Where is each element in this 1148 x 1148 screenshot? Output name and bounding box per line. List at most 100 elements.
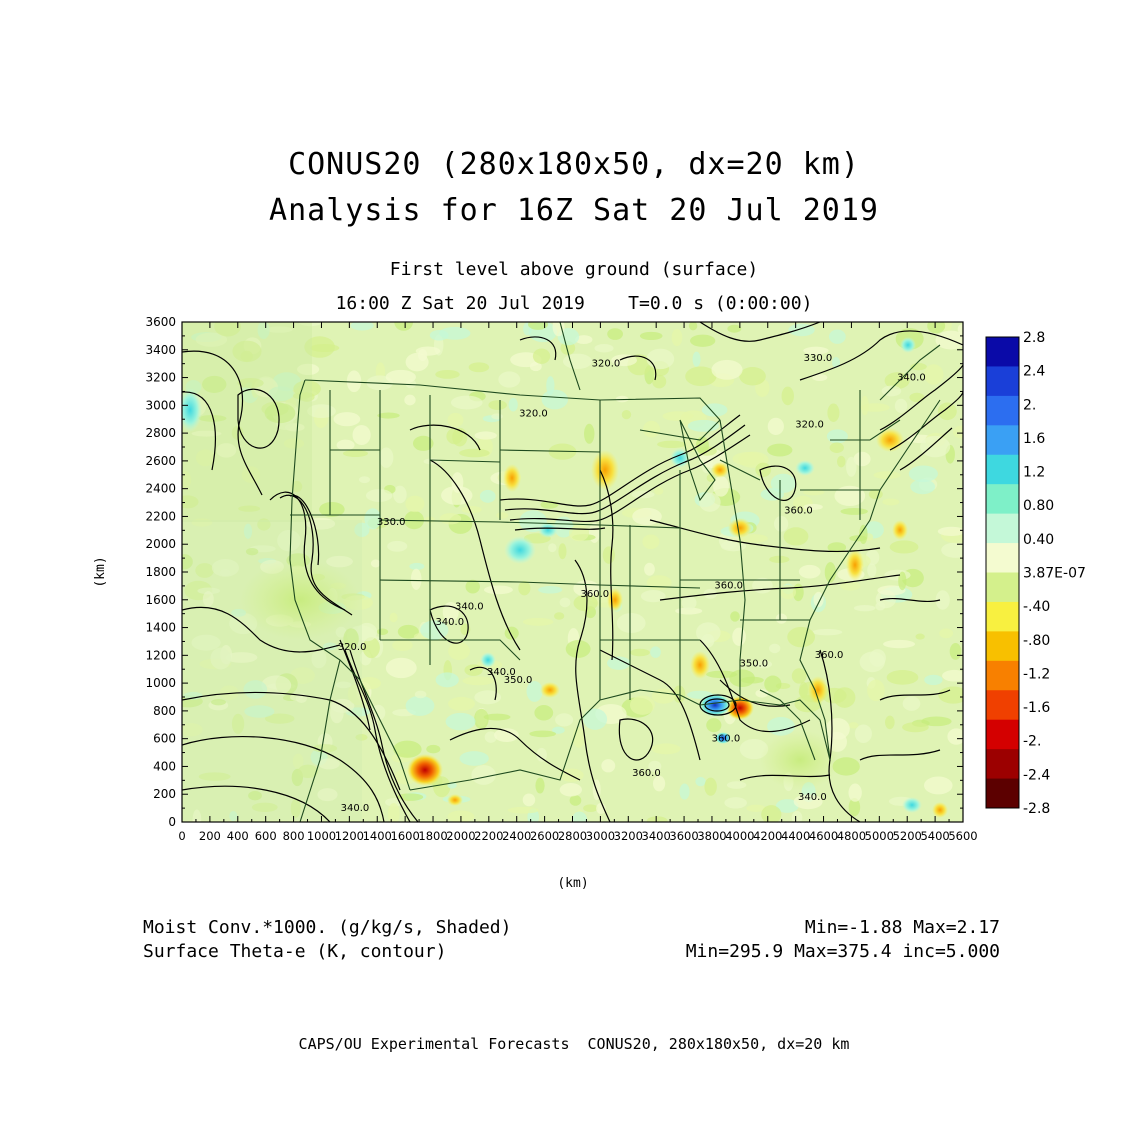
field-speckle xyxy=(251,802,278,812)
field-speckle xyxy=(277,529,301,552)
field-speckle xyxy=(630,648,650,657)
y-tick-label: 0 xyxy=(168,815,176,829)
field-speckle xyxy=(679,783,690,800)
field-speckle xyxy=(832,357,841,369)
field-speckle xyxy=(283,438,305,449)
field-speckle xyxy=(536,747,547,762)
field-speckle xyxy=(318,758,340,770)
field-speckle xyxy=(739,367,766,386)
field-speckle xyxy=(706,473,716,483)
field-speckle xyxy=(552,726,565,734)
field-speckle xyxy=(248,790,262,801)
x-axis-label: (km) xyxy=(557,876,588,891)
x-tick-label: 5400 xyxy=(920,829,949,843)
field-speckle xyxy=(755,689,769,698)
field-speckle xyxy=(310,343,340,353)
field-speckle xyxy=(532,348,551,364)
y-tick-label: 2200 xyxy=(145,509,176,523)
field-speckle xyxy=(385,657,417,679)
field-speckle xyxy=(791,668,807,684)
field-speckle xyxy=(219,685,239,701)
field-speckle xyxy=(225,652,258,663)
field-blob xyxy=(240,560,360,640)
colorbar-swatch xyxy=(986,572,1019,603)
colorbar-label: 3.87E-07 xyxy=(1023,566,1086,582)
field-speckle xyxy=(562,353,593,369)
field-speckle xyxy=(498,371,521,388)
field-speckle xyxy=(640,590,666,603)
field-speckle xyxy=(447,412,464,428)
field-speckle xyxy=(527,322,549,330)
field-speckle xyxy=(387,540,408,552)
contour-label: 360.0 xyxy=(784,506,813,517)
field-speckle xyxy=(191,518,213,527)
field-speckle xyxy=(405,695,435,716)
political-boundaries xyxy=(289,322,941,822)
field-speckle xyxy=(211,558,240,577)
field-speckle xyxy=(468,362,490,373)
field-speckle xyxy=(507,806,539,814)
x-tick-label: 2000 xyxy=(446,829,475,843)
field-speckle xyxy=(770,473,796,493)
field-speckle xyxy=(404,394,416,406)
field-speckle xyxy=(812,628,843,636)
field-speckle xyxy=(558,543,567,560)
field-speckle xyxy=(569,795,582,806)
field-speckle xyxy=(764,675,782,693)
field-speckle xyxy=(741,534,768,543)
field-blob xyxy=(607,588,623,612)
field-speckle xyxy=(791,810,803,822)
x-tick-label: 800 xyxy=(283,829,305,843)
field-speckle xyxy=(299,322,323,327)
field-speckle xyxy=(824,562,836,583)
field-speckle xyxy=(410,568,422,590)
field-speckle xyxy=(621,410,632,420)
field-speckle xyxy=(479,489,496,503)
field-speckle xyxy=(465,579,480,594)
field-speckle xyxy=(732,627,746,646)
field-speckle xyxy=(584,423,595,444)
field-speckle xyxy=(483,585,513,595)
x-tick-label: 1800 xyxy=(418,829,447,843)
x-tick-label: 2600 xyxy=(530,829,559,843)
field-speckle xyxy=(385,369,416,385)
field-speckle xyxy=(333,412,361,427)
x-tick-label: 4400 xyxy=(781,829,810,843)
colorbar-swatch xyxy=(986,631,1019,662)
field-speckle xyxy=(484,731,497,743)
field-speckle xyxy=(902,696,921,711)
field-speckle xyxy=(616,613,646,634)
field-speckle xyxy=(937,402,957,421)
colorbar-swatch xyxy=(986,660,1019,691)
field-blob xyxy=(808,676,828,704)
field-speckle xyxy=(317,788,338,802)
field-speckle xyxy=(949,643,962,660)
field-speckle xyxy=(435,672,459,688)
colorbar-swatch xyxy=(986,543,1019,573)
field-speckle xyxy=(889,540,919,554)
field-speckle xyxy=(573,594,598,612)
y-tick-label: 3400 xyxy=(145,343,176,357)
field-speckle xyxy=(873,471,901,480)
field-speckle xyxy=(290,798,301,818)
field-speckle xyxy=(474,431,497,440)
colorbar-swatch xyxy=(986,719,1019,750)
field-speckle xyxy=(639,331,663,341)
field-speckle xyxy=(312,744,338,753)
x-tick-label: 3600 xyxy=(669,829,698,843)
contour-label: 340.0 xyxy=(487,667,516,678)
field-speckle xyxy=(195,449,215,467)
field-speckle xyxy=(229,811,238,822)
colorbar-label: -2.4 xyxy=(1023,767,1050,783)
field-speckle xyxy=(853,605,876,612)
field-speckle xyxy=(265,326,293,333)
field-speckle xyxy=(529,361,542,372)
field-speckle xyxy=(651,688,676,704)
field-speckle xyxy=(559,597,571,608)
field-speckle xyxy=(192,809,202,822)
field-speckle xyxy=(704,777,717,796)
field-speckle xyxy=(405,495,425,513)
field-speckle xyxy=(415,346,441,356)
x-tick-label: 4200 xyxy=(753,829,782,843)
field-speckle xyxy=(681,595,697,610)
